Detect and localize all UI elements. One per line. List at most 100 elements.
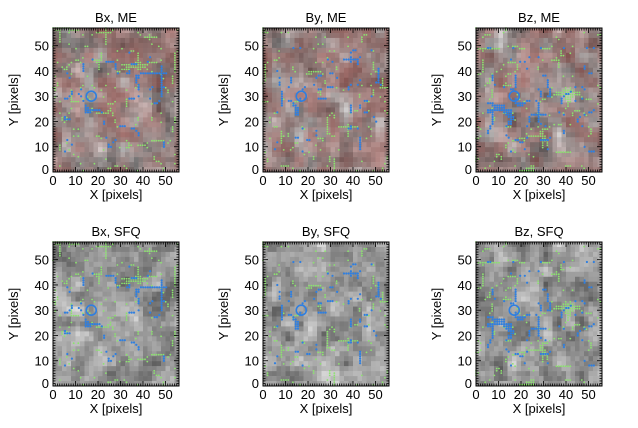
y-tick-label: 10 (35, 354, 49, 369)
x-tick-label: 10 (491, 173, 505, 188)
x-tick-label: 30 (536, 173, 550, 188)
y-tick-label: 30 (245, 303, 259, 318)
chart-panel-3: 0 10 20 30 40 50 0 10 20 30 40 50 Bz, ME X [pixels] Y … (429, 10, 603, 202)
y-tick-label: 30 (458, 303, 472, 318)
x-tick-label: 30 (323, 173, 337, 188)
y-tick-label: 10 (458, 140, 472, 155)
ticks (52, 27, 180, 173)
y-tick-label: 40 (458, 278, 472, 293)
y-tick-label: 50 (245, 39, 259, 54)
y-axis-label: Y [pixels] (429, 74, 444, 127)
y-tick-label: 20 (245, 328, 259, 343)
blue-contours (63, 51, 168, 153)
y-tick-label: 20 (35, 328, 49, 343)
heatmap-image (476, 28, 603, 173)
y-tick-label: 50 (458, 253, 472, 268)
feature-ring (508, 90, 521, 103)
y-tick-label: 10 (245, 354, 259, 369)
x-tick-label: 10 (68, 387, 82, 402)
x-tick-label: 30 (113, 387, 127, 402)
y-tick-label: 40 (35, 278, 49, 293)
x-tick-label: 10 (278, 387, 292, 402)
green-contours (262, 27, 389, 172)
x-tick-label: 10 (68, 173, 82, 188)
x-axis-label: X [pixels] (90, 187, 143, 202)
blue-contours (486, 260, 595, 367)
y-tick-label: 50 (35, 253, 49, 268)
blue-contours (63, 265, 168, 367)
y-tick-label: 30 (35, 303, 49, 318)
y-tick-label: 40 (458, 64, 472, 79)
ticks (475, 241, 603, 387)
y-tick-label: 50 (35, 39, 49, 54)
chart-title: Bx, ME (95, 10, 137, 25)
x-axis-label: X [pixels] (513, 401, 566, 416)
heatmap-image (53, 242, 180, 387)
x-tick-label: 30 (536, 387, 550, 402)
blue-contours (486, 46, 595, 153)
x-tick-label: 40 (559, 387, 573, 402)
y-axis-label: Y [pixels] (216, 74, 231, 127)
chart-panel-5: 0 10 20 30 40 50 0 10 20 30 40 50 By, SFQ X [pixels] Y… (216, 224, 390, 416)
x-tick-label: 40 (559, 173, 573, 188)
x-tick-label: 20 (91, 387, 105, 402)
y-tick-label: 10 (245, 140, 259, 155)
x-tick-label: 0 (259, 387, 266, 402)
ticks (262, 241, 390, 387)
feature-ring (295, 90, 308, 103)
y-tick-label: 0 (42, 376, 49, 391)
y-tick-label: 10 (458, 354, 472, 369)
ticks (475, 27, 603, 173)
heatmap-image (263, 28, 390, 173)
x-tick-label: 0 (472, 387, 479, 402)
x-tick-label: 30 (323, 387, 337, 402)
feature-ring (508, 304, 521, 317)
feature-ring (295, 304, 308, 317)
x-axis-label: X [pixels] (90, 401, 143, 416)
x-tick-label: 0 (259, 173, 266, 188)
x-tick-label: 20 (91, 173, 105, 188)
x-tick-label: 0 (49, 173, 56, 188)
chart-title: Bz, ME (518, 10, 560, 25)
x-tick-label: 20 (514, 387, 528, 402)
blue-contours (273, 260, 382, 367)
heatmap-image (53, 28, 180, 173)
x-tick-label: 40 (346, 173, 360, 188)
chart-title: Bz, SFQ (514, 224, 563, 239)
heatmap-image (476, 242, 603, 387)
x-axis-label: X [pixels] (300, 401, 353, 416)
y-tick-label: 0 (252, 162, 259, 177)
x-tick-label: 0 (49, 387, 56, 402)
y-tick-label: 30 (245, 89, 259, 104)
feature-ring (85, 304, 98, 317)
x-axis-label: X [pixels] (513, 187, 566, 202)
y-tick-label: 30 (35, 89, 49, 104)
y-tick-label: 20 (458, 114, 472, 129)
y-axis-label: Y [pixels] (429, 288, 444, 341)
y-tick-label: 20 (245, 114, 259, 129)
x-tick-label: 50 (158, 173, 172, 188)
x-tick-label: 10 (278, 173, 292, 188)
x-tick-label: 10 (491, 387, 505, 402)
x-tick-label: 20 (514, 173, 528, 188)
x-tick-label: 50 (158, 387, 172, 402)
ticks (262, 27, 390, 173)
x-tick-label: 50 (368, 387, 382, 402)
y-axis-label: Y [pixels] (6, 74, 21, 127)
chart-panel-4: 0 10 20 30 40 50 0 10 20 30 40 50 Bx, SFQ X [pixels] Y… (6, 224, 180, 416)
y-tick-label: 0 (42, 162, 49, 177)
chart-title: Bx, SFQ (91, 224, 140, 239)
chart-title: By, SFQ (302, 224, 350, 239)
x-axis-label: X [pixels] (300, 187, 353, 202)
y-tick-label: 40 (245, 278, 259, 293)
chart-panel-6: 0 10 20 30 40 50 0 10 20 30 40 50 Bz, SFQ X [pixels] Y… (429, 224, 603, 416)
x-tick-label: 50 (581, 173, 595, 188)
y-tick-label: 0 (252, 376, 259, 391)
x-tick-label: 20 (301, 173, 315, 188)
chart-panel-1: 0 10 20 30 40 50 0 10 20 30 40 50 Bx, ME X [pixels] Y … (6, 10, 180, 202)
y-tick-label: 50 (458, 39, 472, 54)
y-tick-label: 20 (35, 114, 49, 129)
y-tick-label: 20 (458, 328, 472, 343)
x-tick-label: 20 (301, 387, 315, 402)
